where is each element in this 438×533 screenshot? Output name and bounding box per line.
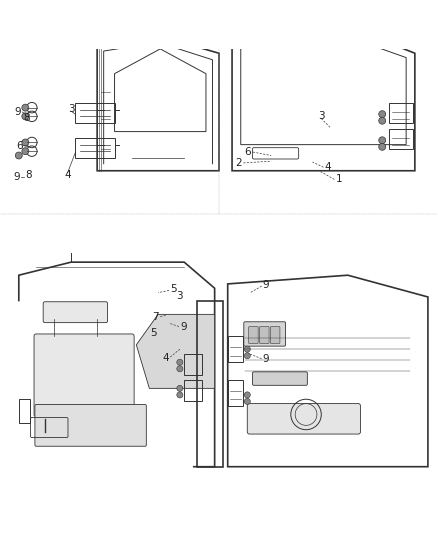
Circle shape xyxy=(177,366,183,372)
Text: 9: 9 xyxy=(14,107,21,117)
Circle shape xyxy=(379,111,386,118)
Text: 5: 5 xyxy=(170,284,177,294)
FancyBboxPatch shape xyxy=(247,403,360,434)
Text: 1: 1 xyxy=(336,174,342,184)
Circle shape xyxy=(177,359,183,365)
Circle shape xyxy=(177,392,183,398)
FancyBboxPatch shape xyxy=(259,327,269,344)
FancyBboxPatch shape xyxy=(244,322,286,346)
Text: 9: 9 xyxy=(180,321,187,332)
Text: 6: 6 xyxy=(244,147,251,157)
Circle shape xyxy=(22,104,29,111)
Text: 8: 8 xyxy=(25,170,32,180)
FancyBboxPatch shape xyxy=(35,405,146,446)
FancyBboxPatch shape xyxy=(253,372,307,385)
Text: 9: 9 xyxy=(13,172,20,182)
Text: 3: 3 xyxy=(318,111,325,122)
FancyBboxPatch shape xyxy=(43,302,108,322)
Polygon shape xyxy=(136,314,215,389)
Circle shape xyxy=(177,385,183,391)
FancyBboxPatch shape xyxy=(249,327,258,344)
Circle shape xyxy=(22,113,29,120)
Circle shape xyxy=(244,398,251,405)
Text: 4: 4 xyxy=(162,353,169,363)
Circle shape xyxy=(244,346,251,352)
Circle shape xyxy=(379,143,386,150)
FancyBboxPatch shape xyxy=(270,327,280,344)
Text: 2: 2 xyxy=(235,158,242,168)
Text: 4: 4 xyxy=(325,162,331,172)
Text: 3: 3 xyxy=(68,104,74,114)
Circle shape xyxy=(22,148,29,155)
Circle shape xyxy=(379,137,386,144)
Circle shape xyxy=(244,353,251,359)
Circle shape xyxy=(379,117,386,124)
Text: 8: 8 xyxy=(23,112,30,123)
Text: 4: 4 xyxy=(64,170,71,180)
Text: 5: 5 xyxy=(150,328,157,337)
Circle shape xyxy=(22,139,29,146)
Text: 6: 6 xyxy=(16,141,23,150)
Text: 7: 7 xyxy=(152,312,159,321)
Text: 9: 9 xyxy=(263,354,269,364)
Circle shape xyxy=(15,152,22,159)
FancyBboxPatch shape xyxy=(34,334,134,417)
Text: 9: 9 xyxy=(263,280,269,290)
Text: 3: 3 xyxy=(177,291,183,301)
Circle shape xyxy=(244,392,251,398)
